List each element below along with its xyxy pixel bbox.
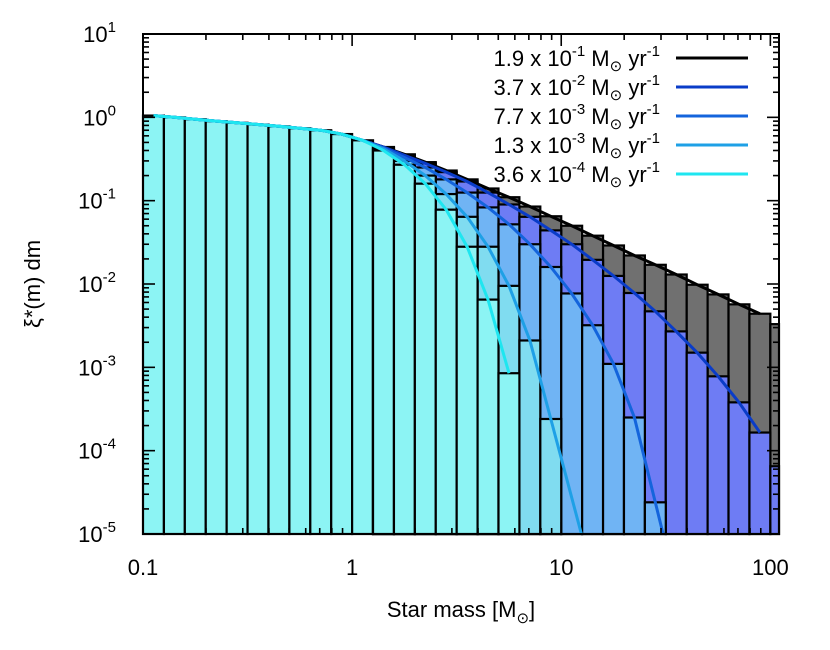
bar — [539, 417, 563, 536]
x-tick-label: 0.1 — [128, 555, 159, 580]
bar — [204, 120, 228, 536]
bar — [727, 401, 751, 536]
y-tick-labels: 10-5 10-4 10-3 10-2 10-1 100 101 — [78, 19, 116, 547]
bar — [497, 372, 521, 536]
bar — [392, 163, 416, 536]
x-tick-labels: 0.1 1 10 100 — [128, 555, 789, 580]
legend-label: 7.7 x 10-3 M⊙ yr-1 — [494, 101, 660, 133]
x-tick-label: 100 — [752, 555, 789, 580]
bar — [601, 362, 626, 536]
y-tick-label: 10-2 — [78, 269, 116, 297]
bar — [664, 330, 688, 536]
bar — [351, 139, 375, 536]
legend-entry-5: 3.6 x 10-4 M⊙ yr-1 — [494, 159, 748, 191]
bar — [330, 132, 354, 536]
bar — [309, 129, 333, 536]
bar — [162, 116, 186, 536]
y-tick-label: 100 — [83, 102, 116, 130]
bar — [434, 208, 458, 536]
legend-label: 3.6 x 10-4 M⊙ yr-1 — [494, 159, 660, 191]
y-tick-label: 101 — [83, 19, 116, 47]
axis-ticks — [142, 33, 779, 535]
bars-series-5 — [371, 149, 521, 536]
bar — [183, 118, 207, 536]
x-tick-label: 1 — [346, 555, 358, 580]
legend-label: 1.9 x 10-1 M⊙ yr-1 — [494, 43, 660, 75]
bar — [288, 127, 312, 536]
bar — [246, 123, 270, 536]
y-tick-label: 10-4 — [78, 436, 116, 464]
bar — [622, 416, 646, 536]
bar — [685, 351, 709, 536]
legend-entry-4: 1.3 x 10-3 M⊙ yr-1 — [494, 130, 748, 162]
x-tick-label: 10 — [549, 555, 573, 580]
bar — [748, 431, 772, 536]
x-axis-label: Star mass [M⊙] — [387, 597, 535, 627]
y-tick-label: 10-1 — [78, 186, 116, 214]
histogram-bars — [141, 114, 781, 536]
y-tick-label: 10-3 — [78, 352, 116, 380]
y-tick-label: 10-5 — [78, 519, 116, 547]
legend: 1.9 x 10-1 M⊙ yr-13.7 x 10-2 M⊙ yr-17.7 … — [494, 43, 748, 191]
bar — [225, 121, 249, 536]
legend-entry-3: 7.7 x 10-3 M⊙ yr-1 — [494, 101, 748, 133]
legend-entry-1: 1.9 x 10-1 M⊙ yr-1 — [494, 43, 748, 75]
bar — [141, 114, 166, 536]
bar — [455, 245, 479, 536]
curve-series-5 — [153, 114, 511, 374]
bar — [581, 324, 605, 536]
legend-label: 3.7 x 10-2 M⊙ yr-1 — [494, 72, 660, 104]
bar — [413, 182, 437, 536]
legend-label: 1.3 x 10-3 M⊙ yr-1 — [494, 130, 660, 162]
bar — [371, 149, 396, 536]
legend-entry-2: 3.7 x 10-2 M⊙ yr-1 — [494, 72, 748, 104]
series-curves — [153, 114, 762, 535]
bar — [476, 298, 500, 536]
bar — [267, 125, 291, 536]
bar — [706, 375, 730, 536]
y-axis-label: ξ*(m) dm — [20, 240, 45, 328]
